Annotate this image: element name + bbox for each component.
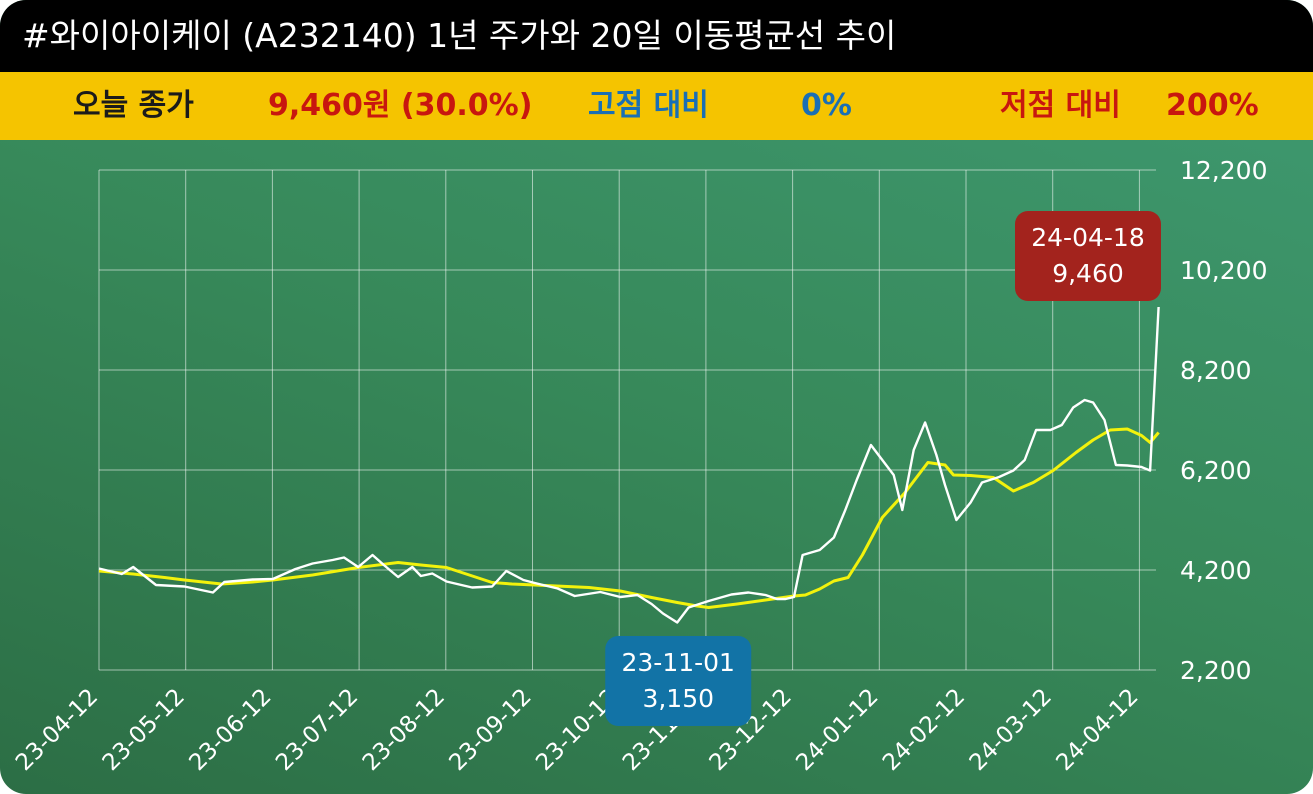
close-value: 9,460원 (30.0%)	[268, 88, 533, 123]
callout-low: 23-11-01 3,150	[605, 636, 752, 726]
x-tick-label: 23-08-12	[358, 684, 450, 776]
high-compare-value: 0%	[801, 88, 852, 123]
callout-low-value: 3,150	[642, 684, 714, 713]
callout-high: 24-04-18 9,460	[1015, 211, 1161, 301]
x-tick-label: 24-02-12	[878, 684, 970, 776]
y-tick-label: 10,200	[1180, 256, 1267, 285]
series-price-line	[98, 306, 1160, 624]
close-label: 오늘 종가	[73, 88, 194, 123]
y-tick-label: 12,200	[1180, 156, 1267, 185]
page-title: #와이아이케이 (A232140) 1년 주가와 20일 이동평균선 추이	[22, 16, 897, 55]
callout-high-value: 9,460	[1052, 259, 1124, 288]
x-tick-label: 24-04-12	[1051, 684, 1143, 776]
x-tick-label: 23-05-12	[98, 684, 190, 776]
y-tick-label: 4,200	[1180, 556, 1252, 585]
high-compare-label: 고점 대비	[588, 88, 709, 123]
grid	[98, 169, 1156, 671]
low-compare-label: 저점 대비	[1000, 88, 1121, 123]
title-bar: #와이아이케이 (A232140) 1년 주가와 20일 이동평균선 추이	[0, 0, 1313, 72]
callout-low-date: 23-11-01	[621, 648, 734, 677]
y-tick-label: 6,200	[1180, 456, 1252, 485]
callout-high-box	[1015, 211, 1161, 301]
y-tick-label: 2,200	[1180, 656, 1252, 685]
low-compare-value: 200%	[1166, 88, 1259, 123]
info-bar: 오늘 종가 9,460원 (30.0%) 고점 대비 0% 저점 대비 200%	[0, 72, 1313, 140]
x-tick-label: 23-07-12	[271, 684, 363, 776]
x-tick-label: 24-03-12	[965, 684, 1057, 776]
x-tick-label: 23-09-12	[445, 684, 537, 776]
x-tick-label: 23-06-12	[184, 684, 276, 776]
series-ma20-line	[98, 427, 1160, 609]
x-tick-label: 23-04-12	[11, 684, 103, 776]
x-tick-label: 24-01-12	[791, 684, 883, 776]
y-tick-label: 8,200	[1180, 356, 1252, 385]
callout-high-date: 24-04-18	[1031, 223, 1144, 252]
callout-low-box	[605, 636, 752, 726]
